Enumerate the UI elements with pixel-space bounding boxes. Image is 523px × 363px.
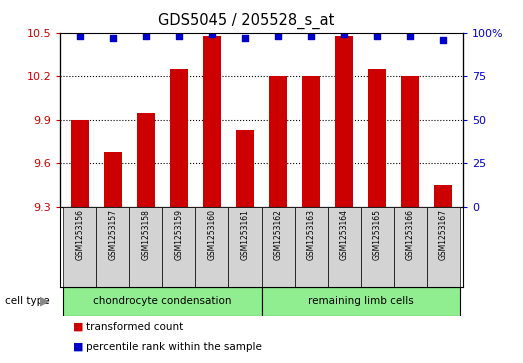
Text: GSM1253163: GSM1253163 <box>306 209 315 260</box>
Text: ■: ■ <box>73 322 84 332</box>
Text: GSM1253160: GSM1253160 <box>208 209 217 260</box>
Bar <box>368 69 386 207</box>
Bar <box>130 207 163 287</box>
Text: GSM1253165: GSM1253165 <box>372 209 382 260</box>
Bar <box>104 152 122 207</box>
Point <box>142 33 150 39</box>
Point <box>274 33 282 39</box>
Text: ■: ■ <box>73 342 84 352</box>
Point <box>241 35 249 41</box>
Point <box>76 33 84 39</box>
Point <box>175 33 183 39</box>
Text: GSM1253167: GSM1253167 <box>439 209 448 260</box>
Text: ▶: ▶ <box>40 295 49 308</box>
Point <box>439 37 447 42</box>
Bar <box>71 120 89 207</box>
Bar <box>335 36 353 207</box>
Point <box>406 33 414 39</box>
Bar <box>163 207 196 287</box>
Point <box>307 33 315 39</box>
Bar <box>236 130 254 207</box>
Text: GSM1253164: GSM1253164 <box>339 209 348 260</box>
Bar <box>229 207 262 287</box>
Text: transformed count: transformed count <box>86 322 184 332</box>
Bar <box>302 76 320 207</box>
Bar <box>360 207 393 287</box>
Bar <box>63 207 96 287</box>
Text: GDS5045 / 205528_s_at: GDS5045 / 205528_s_at <box>157 13 334 29</box>
Bar <box>434 185 452 207</box>
Bar <box>63 287 262 316</box>
Bar <box>393 207 427 287</box>
Text: GSM1253156: GSM1253156 <box>75 209 84 260</box>
Bar <box>262 207 294 287</box>
Text: percentile rank within the sample: percentile rank within the sample <box>86 342 262 352</box>
Point <box>373 33 381 39</box>
Text: remaining limb cells: remaining limb cells <box>308 296 413 306</box>
Text: GSM1253161: GSM1253161 <box>241 209 249 260</box>
Bar <box>401 76 419 207</box>
Point <box>340 32 348 37</box>
Point <box>109 35 117 41</box>
Bar <box>327 207 360 287</box>
Text: GSM1253162: GSM1253162 <box>274 209 282 260</box>
Text: cell type: cell type <box>5 296 50 306</box>
Bar <box>294 207 327 287</box>
Bar <box>427 207 460 287</box>
Bar <box>269 76 287 207</box>
Bar <box>170 69 188 207</box>
Point <box>208 32 216 37</box>
Bar <box>196 207 229 287</box>
Bar <box>262 287 460 316</box>
Text: GSM1253157: GSM1253157 <box>108 209 118 260</box>
Bar <box>203 36 221 207</box>
Text: chondrocyte condensation: chondrocyte condensation <box>93 296 232 306</box>
Bar <box>96 207 130 287</box>
Text: GSM1253158: GSM1253158 <box>141 209 151 260</box>
Text: GSM1253166: GSM1253166 <box>405 209 415 260</box>
Bar <box>137 113 155 207</box>
Text: GSM1253159: GSM1253159 <box>175 209 184 260</box>
